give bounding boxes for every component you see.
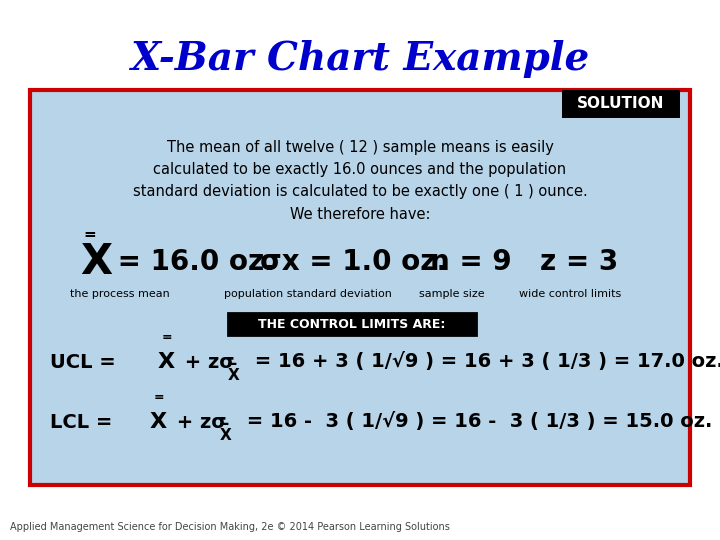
FancyBboxPatch shape [228, 313, 476, 335]
Text: X: X [220, 429, 232, 443]
Text: UCL =: UCL = [50, 353, 122, 372]
Text: =: = [84, 227, 96, 242]
Text: Applied Management Science for Decision Making, 2e © 2014 Pearson Learning Solut: Applied Management Science for Decision … [10, 522, 450, 532]
Text: X: X [150, 412, 167, 432]
Text: SOLUTION: SOLUTION [577, 97, 665, 111]
Text: = 16 + 3 ( 1/√9 ) = 16 + 3 ( 1/3 ) = 17.0 oz.: = 16 + 3 ( 1/√9 ) = 16 + 3 ( 1/3 ) = 17.… [248, 353, 720, 372]
Text: σx = 1.0 oz.: σx = 1.0 oz. [260, 248, 447, 276]
Text: X: X [158, 352, 175, 372]
Text: = 16 -  3 ( 1/√9 ) = 16 -  3 ( 1/3 ) = 15.0 oz.: = 16 - 3 ( 1/√9 ) = 16 - 3 ( 1/3 ) = 15.… [240, 413, 712, 431]
Text: the process mean: the process mean [70, 289, 170, 299]
Text: =: = [153, 391, 164, 404]
Text: _: _ [228, 347, 236, 365]
Text: z = 3: z = 3 [540, 248, 618, 276]
Text: wide control limits: wide control limits [519, 289, 621, 299]
Text: LCL =: LCL = [50, 413, 119, 431]
Text: + zσ: + zσ [170, 413, 227, 431]
Text: n = 9: n = 9 [430, 248, 512, 276]
Text: X: X [80, 241, 112, 283]
Text: X: X [228, 368, 240, 383]
Text: = 16.0 oz.: = 16.0 oz. [108, 248, 275, 276]
Text: X-Bar Chart Example: X-Bar Chart Example [130, 40, 590, 78]
Text: sample size: sample size [419, 289, 485, 299]
Text: The mean of all twelve ( 12 ) sample means is easily
calculated to be exactly 16: The mean of all twelve ( 12 ) sample mea… [132, 140, 588, 221]
Text: + zσ: + zσ [178, 353, 235, 372]
FancyBboxPatch shape [562, 90, 680, 118]
Text: _: _ [220, 407, 228, 425]
FancyBboxPatch shape [30, 90, 690, 485]
Text: =: = [162, 331, 172, 344]
Text: population standard deviation: population standard deviation [224, 289, 392, 299]
Text: THE CONTROL LIMITS ARE:: THE CONTROL LIMITS ARE: [258, 318, 446, 330]
